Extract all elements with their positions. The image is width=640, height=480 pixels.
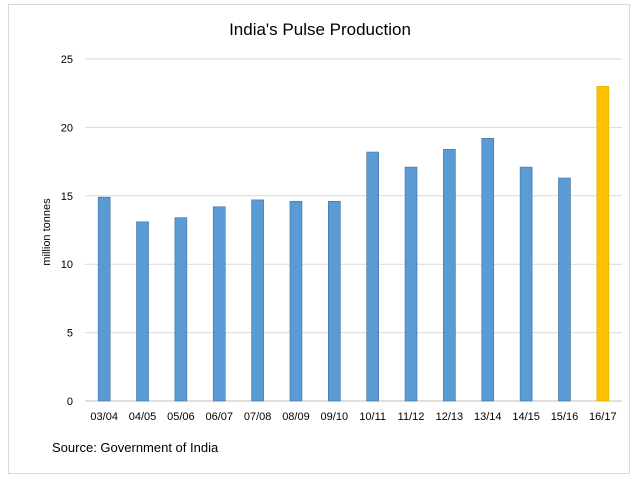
gridlines <box>85 58 622 402</box>
y-tick-label: 0 <box>67 396 73 408</box>
x-tick-label: 05/06 <box>167 411 195 423</box>
bar-04-05 <box>136 221 149 402</box>
x-tick-label: 16/17 <box>589 411 617 423</box>
y-tick-label: 10 <box>61 259 73 271</box>
x-tick-label: 12/13 <box>436 411 464 423</box>
bar-14-15 <box>519 166 533 402</box>
bar-12-13 <box>443 148 456 402</box>
x-tick-label: 06/07 <box>205 411 233 423</box>
x-tick-label: 04/05 <box>129 411 157 423</box>
x-axis-ticks: 03/04 04/05 05/06 06/07 07/08 08/09 09/10 10/11… <box>90 411 616 423</box>
x-tick-label: 09/10 <box>321 411 349 423</box>
bar-10-11 <box>366 151 379 402</box>
x-tick-label: 15/16 <box>551 411 579 423</box>
bar-05-06 <box>174 217 188 402</box>
y-tick-label: 20 <box>61 122 73 134</box>
bar-13-14 <box>481 138 495 402</box>
y-tick-label: 5 <box>67 328 73 340</box>
source-note: Source: Government of India <box>52 440 219 455</box>
chart-title: India's Pulse Production <box>229 20 411 39</box>
x-tick-label: 03/04 <box>90 411 118 423</box>
bar-06-07 <box>212 206 226 402</box>
bar-11-12 <box>404 166 418 402</box>
bar-03-04 <box>97 196 111 402</box>
y-tick-label: 15 <box>61 191 73 203</box>
bar-15-16 <box>558 177 571 402</box>
x-tick-label: 10/11 <box>359 411 386 423</box>
bar-16-17 <box>596 86 610 402</box>
x-tick-label: 08/09 <box>282 411 310 423</box>
bar-09-10 <box>328 200 341 402</box>
y-tick-label: 25 <box>61 54 73 66</box>
y-axis-label: million tonnes <box>41 198 53 266</box>
bar-07-08 <box>251 199 264 402</box>
bars <box>97 86 610 402</box>
x-tick-label: 11/12 <box>398 411 425 423</box>
bar-08-09 <box>289 200 303 402</box>
x-tick-label: 14/15 <box>512 411 540 423</box>
y-axis-ticks: 0 5 10 15 20 25 <box>61 54 73 408</box>
x-tick-label: 07/08 <box>244 411 272 423</box>
x-tick-label: 13/14 <box>474 411 502 423</box>
